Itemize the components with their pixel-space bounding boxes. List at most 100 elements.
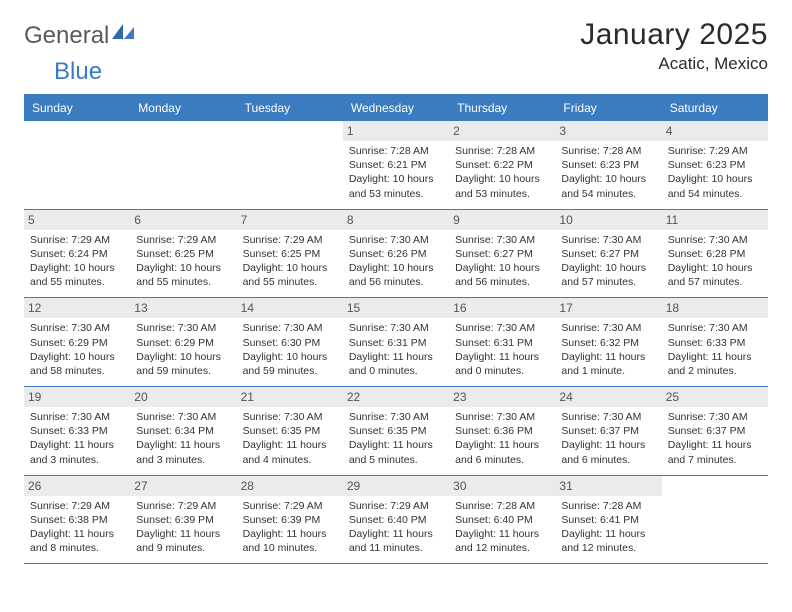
day-cell: . — [662, 476, 768, 564]
info-line: Sunset: 6:41 PM — [561, 513, 655, 527]
day-number: 26 — [24, 476, 130, 496]
info-line: Daylight: 10 hours — [30, 261, 124, 275]
info-line: and 5 minutes. — [349, 453, 443, 467]
day-number: 11 — [662, 210, 768, 230]
day-info: Sunrise: 7:30 AMSunset: 6:36 PMDaylight:… — [455, 410, 549, 467]
info-line: Sunrise: 7:30 AM — [349, 410, 443, 424]
info-line: Daylight: 10 hours — [668, 261, 762, 275]
info-line: Sunrise: 7:29 AM — [668, 144, 762, 158]
info-line: Daylight: 10 hours — [243, 261, 337, 275]
day-info: Sunrise: 7:30 AMSunset: 6:30 PMDaylight:… — [243, 321, 337, 378]
info-line: Daylight: 11 hours — [668, 350, 762, 364]
day-number: 28 — [237, 476, 343, 496]
info-line: and 55 minutes. — [136, 275, 230, 289]
info-line: Sunset: 6:31 PM — [349, 336, 443, 350]
info-line: Daylight: 10 hours — [349, 261, 443, 275]
info-line: Daylight: 11 hours — [30, 527, 124, 541]
info-line: Sunrise: 7:30 AM — [136, 410, 230, 424]
info-line: Daylight: 11 hours — [668, 438, 762, 452]
day-number: 30 — [449, 476, 555, 496]
info-line: Sunset: 6:23 PM — [561, 158, 655, 172]
location: Acatic, Mexico — [580, 54, 768, 74]
info-line: and 7 minutes. — [668, 453, 762, 467]
info-line: Sunrise: 7:30 AM — [349, 233, 443, 247]
day-cell: 15Sunrise: 7:30 AMSunset: 6:31 PMDayligh… — [343, 298, 449, 386]
info-line: and 9 minutes. — [136, 541, 230, 555]
info-line: and 54 minutes. — [668, 187, 762, 201]
info-line: Sunset: 6:21 PM — [349, 158, 443, 172]
info-line: Daylight: 11 hours — [30, 438, 124, 452]
day-number: 29 — [343, 476, 449, 496]
info-line: Sunset: 6:36 PM — [455, 424, 549, 438]
day-cell: 16Sunrise: 7:30 AMSunset: 6:31 PMDayligh… — [449, 298, 555, 386]
info-line: Sunset: 6:25 PM — [243, 247, 337, 261]
day-info: Sunrise: 7:28 AMSunset: 6:41 PMDaylight:… — [561, 499, 655, 556]
info-line: Daylight: 10 hours — [136, 261, 230, 275]
day-number: 7 — [237, 210, 343, 230]
day-cell: 4Sunrise: 7:29 AMSunset: 6:23 PMDaylight… — [662, 121, 768, 209]
day-cell: 22Sunrise: 7:30 AMSunset: 6:35 PMDayligh… — [343, 387, 449, 475]
day-info: Sunrise: 7:30 AMSunset: 6:29 PMDaylight:… — [136, 321, 230, 378]
info-line: Sunrise: 7:30 AM — [561, 410, 655, 424]
logo-text-2: Blue — [54, 58, 102, 86]
day-info: Sunrise: 7:30 AMSunset: 6:33 PMDaylight:… — [668, 321, 762, 378]
info-line: Sunrise: 7:30 AM — [243, 321, 337, 335]
day-info: Sunrise: 7:30 AMSunset: 6:31 PMDaylight:… — [349, 321, 443, 378]
info-line: Sunrise: 7:29 AM — [30, 233, 124, 247]
day-number: 19 — [24, 387, 130, 407]
info-line: Daylight: 10 hours — [561, 261, 655, 275]
info-line: Sunset: 6:38 PM — [30, 513, 124, 527]
info-line: and 59 minutes. — [243, 364, 337, 378]
day-number: 13 — [130, 298, 236, 318]
info-line: and 4 minutes. — [243, 453, 337, 467]
day-cell: 10Sunrise: 7:30 AMSunset: 6:27 PMDayligh… — [555, 210, 661, 298]
day-cell: 30 Sunrise: 7:28 AMSunset: 6:40 PMDayligh… — [449, 476, 555, 564]
info-line: Sunset: 6:37 PM — [668, 424, 762, 438]
day-number: 18 — [662, 298, 768, 318]
info-line: Sunrise: 7:30 AM — [455, 233, 549, 247]
info-line: and 55 minutes. — [30, 275, 124, 289]
day-label: Wednesday — [343, 96, 449, 121]
info-line: Sunset: 6:28 PM — [668, 247, 762, 261]
day-cell: 24Sunrise: 7:30 AMSunset: 6:37 PMDayligh… — [555, 387, 661, 475]
info-line: and 53 minutes. — [349, 187, 443, 201]
info-line: and 53 minutes. — [455, 187, 549, 201]
day-number: 9 — [449, 210, 555, 230]
info-line: Sunset: 6:31 PM — [455, 336, 549, 350]
day-info: Sunrise: 7:30 AMSunset: 6:37 PMDaylight:… — [668, 410, 762, 467]
day-cell: 25Sunrise: 7:30 AMSunset: 6:37 PMDayligh… — [662, 387, 768, 475]
info-line: and 57 minutes. — [668, 275, 762, 289]
day-number: 3 — [555, 121, 661, 141]
info-line: Daylight: 11 hours — [455, 350, 549, 364]
day-cell: . — [24, 121, 130, 209]
info-line: and 0 minutes. — [349, 364, 443, 378]
day-cell: 2Sunrise: 7:28 AMSunset: 6:22 PMDaylight… — [449, 121, 555, 209]
day-number: 5 — [24, 210, 130, 230]
info-line: Sunrise: 7:29 AM — [243, 233, 337, 247]
day-info: Sunrise: 7:28 AMSunset: 6:40 PMDaylight:… — [455, 499, 549, 556]
info-line: Sunrise: 7:29 AM — [136, 233, 230, 247]
day-number: 27 — [130, 476, 236, 496]
day-info: Sunrise: 7:30 AMSunset: 6:35 PMDaylight:… — [243, 410, 337, 467]
info-line: Daylight: 10 hours — [668, 172, 762, 186]
weeks-container: ...1Sunrise: 7:28 AMSunset: 6:21 PMDayli… — [24, 121, 768, 564]
info-line: Sunset: 6:33 PM — [668, 336, 762, 350]
day-number: 2 — [449, 121, 555, 141]
info-line: Sunset: 6:24 PM — [30, 247, 124, 261]
day-cell: 13 Sunrise: 7:30 AMSunset: 6:29 PMDayligh… — [130, 298, 236, 386]
day-number: 4 — [662, 121, 768, 141]
info-line: Sunset: 6:37 PM — [561, 424, 655, 438]
title-block: January 2025 Acatic, Mexico — [580, 18, 768, 74]
day-cell: 12Sunrise: 7:30 AMSunset: 6:29 PMDayligh… — [24, 298, 130, 386]
info-line: Sunrise: 7:28 AM — [455, 499, 549, 513]
info-line: Sunset: 6:35 PM — [243, 424, 337, 438]
day-info: Sunrise: 7:30 AMSunset: 6:34 PMDaylight:… — [136, 410, 230, 467]
info-line: Sunrise: 7:30 AM — [136, 321, 230, 335]
info-line: and 56 minutes. — [455, 275, 549, 289]
info-line: and 0 minutes. — [455, 364, 549, 378]
day-info: Sunrise: 7:30 AMSunset: 6:35 PMDaylight:… — [349, 410, 443, 467]
day-cell: . — [237, 121, 343, 209]
info-line: Sunrise: 7:28 AM — [455, 144, 549, 158]
info-line: Sunset: 6:29 PM — [30, 336, 124, 350]
day-info: Sunrise: 7:30 AMSunset: 6:27 PMDaylight:… — [561, 233, 655, 290]
